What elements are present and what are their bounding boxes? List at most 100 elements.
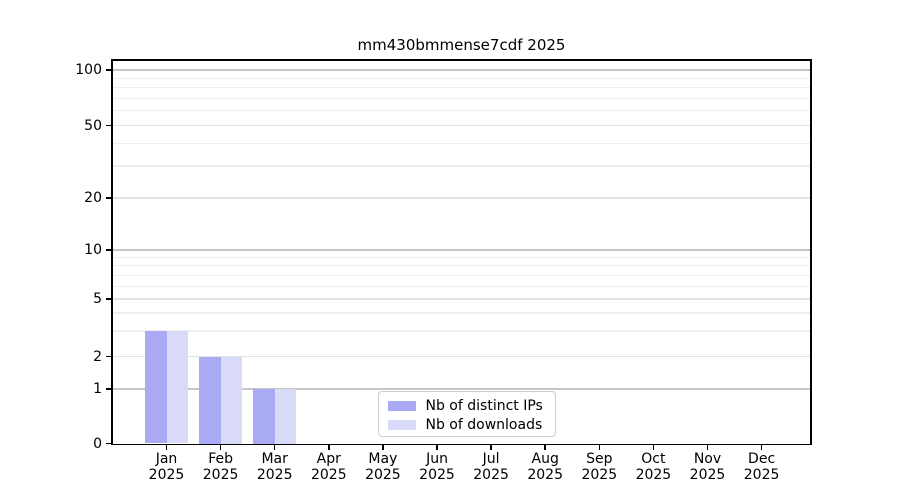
minor-gridline: [112, 165, 810, 167]
legend-label-distinct-ips: Nb of distinct IPs: [425, 397, 543, 414]
y-tick-mark: [106, 124, 113, 127]
legend-label-downloads: Nb of downloads: [425, 416, 543, 433]
x-tick-label: Mar 2025: [245, 451, 305, 483]
x-tick-label: Jul 2025: [461, 451, 521, 483]
x-tick-month: Sep: [586, 451, 613, 467]
x-tick-mark: [328, 443, 330, 450]
x-tick-label: Feb 2025: [191, 451, 251, 483]
minor-gridline: [112, 330, 810, 332]
x-tick-year: 2025: [148, 466, 185, 483]
plot-area: [112, 60, 810, 444]
x-tick-year: 2025: [419, 466, 455, 483]
minor-gridline: [112, 97, 810, 100]
x-tick-month: Dec: [748, 451, 776, 467]
x-tick-year: 2025: [473, 466, 509, 483]
minor-gridline: [112, 274, 810, 276]
x-axis-line: [111, 443, 812, 445]
legend: Nb of distinct IPs Nb of downloads: [377, 390, 556, 437]
y-tick-label: 10: [84, 242, 102, 258]
minor-gridline: [112, 312, 810, 314]
x-tick-mark: [165, 443, 168, 450]
y-tick-mark: [106, 69, 113, 71]
bar-downloads: [220, 356, 243, 444]
x-tick-month: Jan: [155, 451, 178, 467]
x-tick-mark: [598, 443, 601, 450]
x-tick-mark: [490, 443, 492, 450]
bar-distinct-ips: [199, 356, 221, 444]
x-tick-label: Nov 2025: [678, 451, 738, 483]
y-tick-label: 50: [84, 117, 102, 134]
x-tick-mark: [706, 443, 709, 450]
y-tick-label: 5: [93, 291, 102, 307]
y-tick-mark: [106, 249, 113, 251]
legend-swatch-distinct-ips-icon: [387, 400, 416, 412]
x-tick-year: 2025: [689, 466, 726, 483]
x-tick-month: Aug: [531, 451, 559, 467]
y-tick-mark: [106, 442, 113, 445]
x-tick-mark: [652, 443, 655, 450]
minor-gridline: [112, 124, 810, 127]
x-tick-month: Apr: [316, 451, 341, 467]
y-tick-mark: [106, 355, 113, 358]
x-tick-month: Nov: [693, 451, 722, 467]
minor-gridline: [112, 298, 810, 300]
x-tick-year: 2025: [581, 466, 618, 483]
bar-distinct-ips: [253, 389, 275, 444]
x-tick-mark: [382, 443, 384, 450]
x-tick-month: Jun: [426, 451, 448, 467]
major-gridline: [112, 249, 810, 251]
y-tick-label: 100: [75, 62, 102, 78]
chart-title: mm430bmmense7cdf 2025: [357, 36, 566, 54]
major-gridline: [112, 69, 810, 71]
bar-downloads: [274, 389, 297, 444]
minor-gridline: [112, 355, 810, 358]
bar-downloads: [166, 331, 188, 444]
x-tick-year: 2025: [743, 466, 780, 483]
minor-gridline: [112, 197, 810, 199]
minor-gridline: [112, 256, 810, 259]
y-tick-label: 1: [93, 381, 102, 397]
x-tick-year: 2025: [256, 466, 293, 483]
x-tick-label: Dec 2025: [732, 451, 792, 483]
top-spine: [111, 59, 812, 61]
x-tick-year: 2025: [635, 466, 672, 483]
x-tick-month: Oct: [641, 451, 666, 467]
minor-gridline: [112, 142, 810, 144]
x-tick-month: Feb: [208, 451, 233, 467]
x-tick-label: Apr 2025: [299, 451, 359, 483]
y-tick-mark: [106, 298, 113, 300]
y-tick-label: 0: [93, 435, 102, 452]
major-gridline: [112, 388, 810, 390]
x-tick-label: Sep 2025: [569, 451, 629, 483]
bar-distinct-ips: [145, 331, 167, 444]
x-tick-mark: [436, 443, 438, 450]
legend-item-distinct-ips: Nb of distinct IPs: [387, 397, 555, 415]
x-tick-month: Jul: [482, 451, 500, 467]
x-tick-mark: [273, 443, 276, 450]
x-tick-label: May 2025: [353, 451, 413, 483]
minor-gridline: [112, 77, 810, 80]
legend-swatch-downloads-icon: [387, 419, 416, 431]
y-tick-label: 20: [84, 190, 102, 206]
y-tick-mark: [106, 388, 113, 390]
minor-gridline: [112, 265, 810, 267]
x-tick-year: 2025: [202, 466, 239, 483]
x-tick-label: Jun 2025: [407, 451, 467, 483]
y-axis-line: [111, 59, 113, 445]
y-tick-mark: [106, 197, 113, 199]
x-tick-mark: [219, 443, 222, 450]
legend-item-downloads: Nb of downloads: [387, 416, 555, 434]
minor-gridline: [112, 87, 810, 89]
x-tick-mark: [760, 443, 763, 450]
x-tick-month: Mar: [261, 451, 288, 467]
x-tick-year: 2025: [365, 466, 401, 483]
x-tick-label: Aug 2025: [515, 451, 575, 483]
x-tick-year: 2025: [527, 466, 563, 483]
minor-gridline: [112, 110, 810, 112]
minor-gridline: [112, 285, 810, 287]
x-tick-month: May: [368, 451, 398, 467]
right-spine: [810, 59, 812, 445]
x-tick-label: Jan 2025: [137, 451, 197, 483]
x-tick-year: 2025: [310, 466, 347, 483]
